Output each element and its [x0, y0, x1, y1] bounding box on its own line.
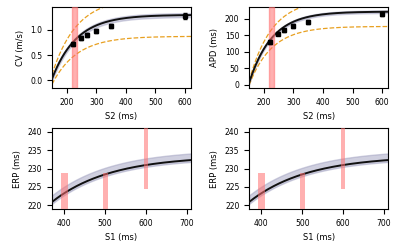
- Y-axis label: CV (m/s): CV (m/s): [16, 30, 24, 66]
- X-axis label: S2 (ms): S2 (ms): [302, 112, 335, 121]
- Y-axis label: ERP (ms): ERP (ms): [210, 150, 219, 188]
- Bar: [258, 173, 265, 209]
- Bar: [341, 128, 345, 189]
- X-axis label: S2 (ms): S2 (ms): [105, 112, 138, 121]
- X-axis label: S1 (ms): S1 (ms): [105, 233, 138, 242]
- Bar: [269, 7, 274, 88]
- X-axis label: S1 (ms): S1 (ms): [302, 233, 335, 242]
- Bar: [72, 7, 76, 88]
- Y-axis label: APD (ms): APD (ms): [210, 28, 219, 67]
- Bar: [61, 173, 68, 209]
- Bar: [103, 173, 108, 209]
- Y-axis label: ERP (ms): ERP (ms): [13, 150, 22, 188]
- Bar: [144, 128, 148, 189]
- Bar: [300, 173, 305, 209]
